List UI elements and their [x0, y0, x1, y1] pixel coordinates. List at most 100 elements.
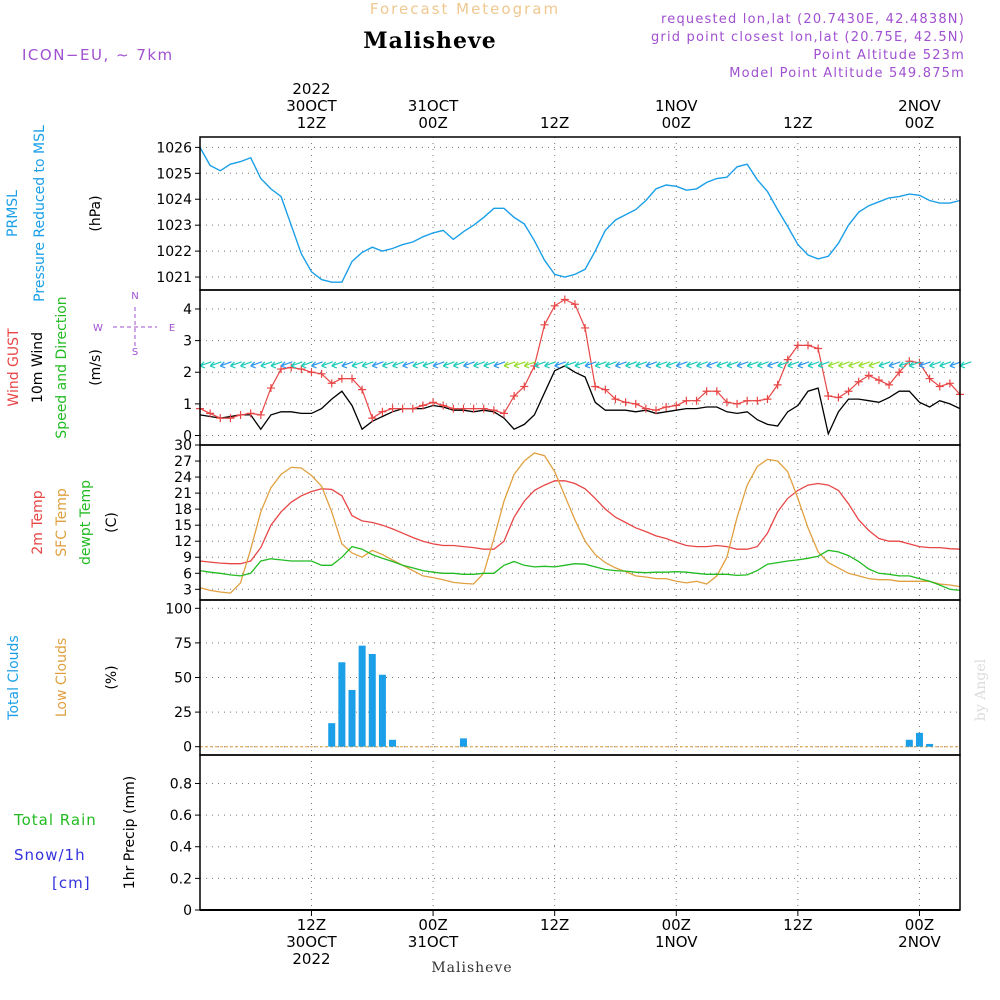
precip-legend: Total Rain	[13, 811, 97, 829]
gust-marker	[358, 385, 367, 394]
bottom-time-label: 00Z	[418, 916, 447, 934]
cloud-bar	[378, 674, 386, 747]
wind-direction-arrow	[331, 361, 344, 369]
y-tick-label: 18	[174, 502, 192, 518]
cloud-bar	[905, 739, 913, 747]
wind-direction-arrow	[837, 361, 850, 369]
wind-direction-arrow	[959, 361, 972, 369]
y-tick-label: 27	[174, 454, 192, 470]
y-tick-label: 1021	[156, 270, 192, 286]
gust-marker	[226, 414, 235, 423]
y-tick-label: 1025	[156, 166, 192, 182]
y-tick-label: 30	[174, 438, 192, 454]
gust-marker	[773, 380, 782, 389]
panel-label: 2m Temp	[30, 490, 46, 554]
y-tick-label: 4	[183, 302, 192, 318]
wind-direction-arrow	[493, 361, 506, 369]
bottom-time-label: 2NOV	[898, 933, 941, 951]
gust-marker	[327, 379, 336, 388]
gust-marker	[692, 396, 701, 405]
top-time-label: 1NOV	[655, 97, 698, 115]
gust-marker	[500, 409, 508, 418]
grid-layer	[200, 137, 960, 911]
wind-direction-arrow	[685, 361, 698, 369]
grid-point-coords: grid point closest lon,lat (20.75E, 42.5…	[651, 30, 965, 45]
panel-label: PRMSL	[5, 190, 21, 237]
bottom-time-label: 12Z	[783, 916, 812, 934]
y-tick-label: 100	[165, 601, 192, 617]
requested-coords: requested lon,lat (20.7430E, 42.4838N)	[661, 12, 965, 27]
wind-direction-arrow	[533, 361, 546, 369]
precip-legend: Snow/1h	[14, 846, 86, 864]
panel-frame	[199, 754, 961, 911]
gust-marker	[834, 393, 843, 402]
model-name: ICON−EU, ∼ 7km	[22, 46, 174, 64]
wind-direction-arrow	[311, 361, 323, 369]
wind-direction-arrow	[868, 361, 881, 369]
wind-direction-arrow	[848, 361, 861, 369]
gust-marker	[246, 409, 255, 418]
precip-legend: [cm]	[52, 874, 91, 892]
gust-marker	[854, 377, 863, 386]
gust-marker	[216, 414, 225, 423]
cloud-bar	[926, 743, 934, 747]
gust-marker	[510, 391, 519, 400]
cloud-bar	[338, 662, 346, 747]
top-time-label: 00Z	[662, 114, 691, 132]
y-tick-label: 0.6	[170, 808, 192, 824]
panel-label: (hPa)	[88, 195, 104, 231]
gust-marker	[429, 398, 438, 407]
y-tick-label: 6	[183, 566, 192, 582]
gust-marker	[560, 295, 569, 304]
wind-direction-arrow	[432, 361, 445, 369]
y-tick-label: 1022	[156, 244, 192, 260]
panel-label: Low Clouds	[54, 638, 70, 717]
y-tick-label: 15	[174, 518, 192, 534]
wind-direction-arrow	[260, 361, 273, 369]
gust-marker	[874, 376, 883, 385]
gust-marker	[520, 382, 529, 391]
wind-direction-arrow	[696, 361, 709, 369]
bottom-time-label: 12Z	[540, 916, 569, 934]
wind-direction-arrow	[645, 361, 658, 369]
wind-direction-arrow	[503, 361, 516, 369]
y-tick-label: 9	[183, 550, 192, 566]
wind-direction-arrow	[888, 361, 901, 369]
gust-marker	[206, 409, 215, 418]
y-tick-label: 25	[174, 705, 192, 721]
cloud-bar	[348, 689, 356, 747]
wind-direction-arrow	[858, 361, 871, 369]
cloud-bar	[328, 723, 336, 747]
gust-marker	[611, 395, 620, 404]
wind-direction-arrow	[807, 361, 820, 369]
wind-gust-line	[199, 298, 961, 420]
panel-label: Total Clouds	[6, 635, 22, 720]
wind-direction-arrow	[270, 361, 283, 369]
gust-marker	[733, 399, 742, 408]
wind-direction-arrow	[777, 361, 790, 369]
wind-direction-arrow	[726, 361, 739, 369]
wind-direction-arrow	[827, 361, 840, 369]
y-tick-label: 3	[183, 334, 192, 350]
gust-marker	[368, 414, 377, 423]
gust-marker	[266, 384, 275, 393]
gust-marker	[307, 368, 316, 377]
gust-marker	[418, 401, 427, 410]
wind-direction-arrow	[361, 361, 374, 369]
wind-direction-arrow	[321, 361, 334, 369]
bottom-time-label: 00Z	[905, 916, 934, 934]
top-time-label: 12Z	[783, 114, 812, 132]
wind-direction-arrow	[412, 361, 425, 369]
wind-direction-arrow	[675, 361, 688, 369]
y-tick-label: 0.8	[170, 776, 192, 792]
wind-direction-arrow	[919, 361, 931, 369]
gust-marker	[641, 404, 650, 413]
gust-marker	[236, 410, 245, 419]
y-tick-label: 2	[183, 365, 192, 381]
y-tick-label: 3	[183, 582, 192, 598]
compass-w: W	[93, 323, 103, 334]
wind-direction-arrow	[594, 361, 607, 369]
panel-label: Pressure Reduced to MSL	[32, 125, 48, 302]
wind-direction-arrow	[463, 361, 475, 369]
top-time-label: 31OCT	[408, 97, 459, 115]
